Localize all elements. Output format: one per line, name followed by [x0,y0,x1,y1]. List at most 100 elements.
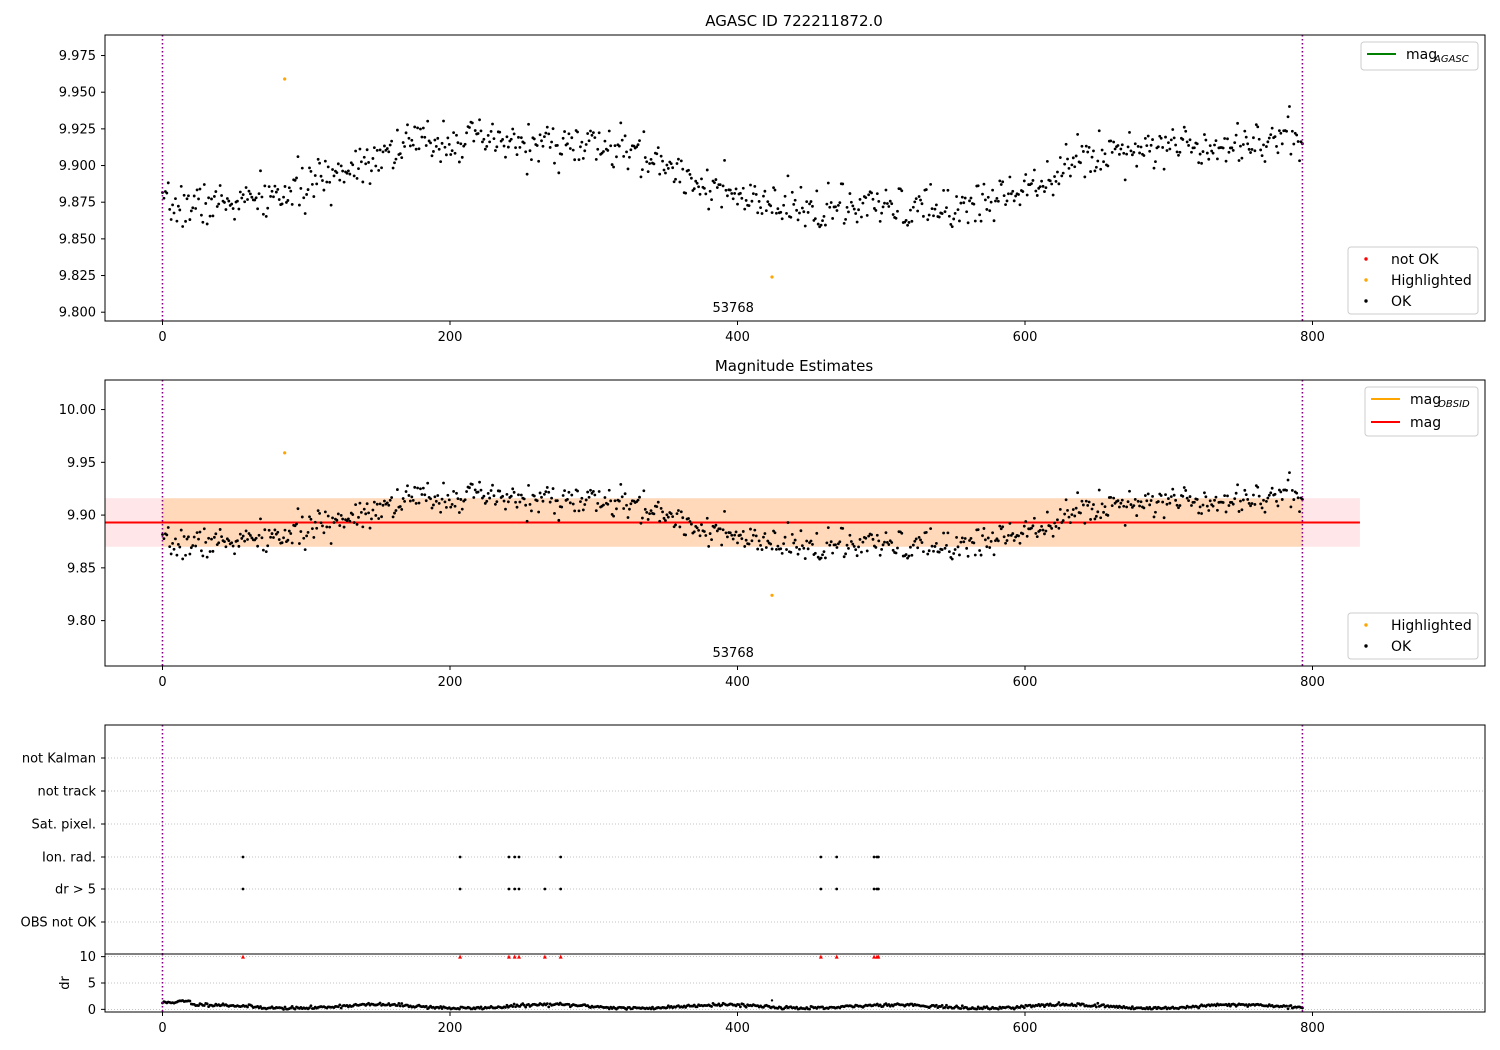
estimates-point [315,526,319,530]
agasc-point [396,128,399,132]
estimates-point [1277,488,1281,492]
agasc-point [488,140,492,144]
estimates-point [880,547,884,551]
agasc-point [779,210,783,214]
estimates-point [704,534,708,537]
estimates-point [1250,502,1254,505]
agasc-point [979,219,983,223]
agasc-point [648,162,652,165]
agasc-point [325,180,329,184]
estimates-point [511,487,515,491]
estimates-point [841,526,845,530]
dr-point [1214,1004,1218,1008]
agasc-point [289,189,293,193]
agasc-point [635,145,639,149]
flag-point [507,855,511,859]
legend-mag-agasc: mag [1406,47,1437,63]
estimates-point [666,515,670,519]
estimates-point [1181,494,1185,498]
estimates-point [404,490,408,493]
agasc-point [950,225,954,229]
agasc-point [387,150,391,154]
agasc-point [1253,149,1257,153]
estimates-point [904,553,908,556]
estimates-point [959,540,963,544]
estimates-point [1048,524,1052,528]
estimates-point [201,554,205,558]
estimates-point [326,514,330,518]
estimates-point [347,517,350,521]
agasc-point [981,192,984,196]
agasc-point [762,194,765,198]
estimates-point [450,502,454,506]
agasc-point [434,144,438,148]
agasc-point [841,182,845,186]
estimates-point [406,484,409,488]
agasc-point [914,197,918,201]
agasc-point [972,202,976,206]
agasc-point [1034,189,1038,193]
agasc-point [335,171,339,175]
estimates-point [310,527,314,531]
estimates-point [615,507,618,511]
estimates-point [1162,516,1166,520]
agasc-point [1262,143,1265,147]
agasc-point [264,214,268,218]
estimates-point [1143,494,1147,497]
agasc-point [318,161,321,165]
estimates-point [1252,493,1255,497]
estimates-point [815,531,819,535]
estimates-xtick-label: 200 [438,675,463,690]
estimates-point [423,493,427,497]
estimates-point [243,539,247,543]
agasc-point [606,149,610,152]
agasc-point [1041,184,1045,188]
agasc-point [1286,115,1290,119]
agasc-point [553,161,556,165]
flag-point [241,855,245,859]
estimates-point [629,502,633,506]
agasc-point [524,150,528,154]
flag-row-label: not track [37,785,96,800]
estimates-point [381,503,385,507]
estimates-point [678,525,682,529]
estimates-point [854,548,858,552]
estimates-point [557,518,561,522]
agasc-point [348,172,352,176]
estimates-point [368,526,372,530]
estimates-point [524,503,528,507]
estimates-point [525,519,529,523]
estimates-ytick-label: 9.90 [67,509,96,524]
dr-capped-marker [542,954,547,959]
agasc-point [273,184,277,188]
agasc-point [391,166,395,170]
agasc-point [322,188,326,192]
agasc-point [201,220,205,224]
estimates-point [514,500,517,504]
agasc-point [776,207,780,211]
agasc-point [1040,179,1043,183]
agasc-point [718,183,722,187]
estimates-point [960,536,964,540]
estimates-point [1120,498,1124,502]
agasc-point [692,187,696,191]
estimates-point [713,525,716,529]
agasc-point [1021,190,1025,193]
flag-point [458,855,462,859]
agasc-point [684,191,688,195]
agasc-point [934,203,938,207]
agasc-point [247,189,251,193]
agasc-point [231,207,235,210]
agasc-point [1083,175,1087,179]
estimates-point [551,487,555,490]
estimates-point [759,543,762,547]
estimates-point [1292,498,1296,501]
estimates-point [687,517,690,520]
estimates-point [594,509,598,513]
dr-point [1094,1005,1098,1009]
agasc-point [1135,164,1139,168]
estimates-point [665,513,669,517]
agasc-point [309,169,313,173]
agasc-point [403,145,407,148]
dr-point [720,1003,724,1007]
